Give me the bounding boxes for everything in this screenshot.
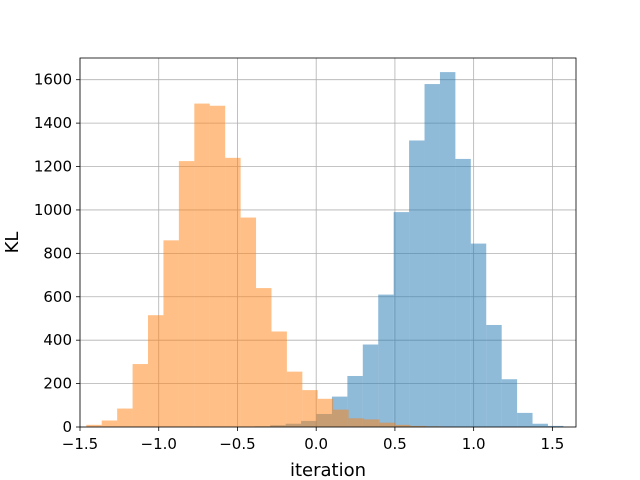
y-tick-label: 1600: [34, 71, 72, 89]
histogram-bar: [286, 371, 303, 427]
y-tick-label: 1400: [34, 114, 72, 132]
histogram-bar: [517, 412, 533, 427]
y-tick-label: 1200: [34, 158, 72, 176]
histogram-bar: [424, 84, 440, 427]
histogram-bar: [393, 212, 410, 427]
histogram-bar: [178, 161, 195, 427]
x-tick-label: −1.0: [141, 435, 177, 453]
histogram-bar: [348, 418, 365, 427]
histogram-bar: [101, 420, 118, 427]
histogram-bar: [409, 140, 425, 427]
y-tick-label: 1000: [34, 201, 72, 219]
x-axis-label: iteration: [290, 460, 366, 480]
histogram-bar: [470, 243, 487, 427]
histogram-bar: [148, 315, 164, 427]
histogram-bar: [501, 379, 518, 427]
histogram-bar: [163, 240, 179, 427]
y-tick-label: 600: [43, 288, 72, 306]
y-tick-label: 200: [43, 375, 72, 393]
x-tick-label: 1.0: [462, 435, 486, 453]
x-tick-label: −0.5: [219, 435, 255, 453]
histogram-bar: [362, 344, 379, 427]
histogram-bar: [209, 105, 226, 428]
x-tick-label: 1.5: [540, 435, 564, 453]
y-tick-label: 0: [62, 418, 72, 436]
y-axis-label: KL: [2, 232, 23, 254]
histogram-bar: [132, 364, 149, 427]
histogram-bar: [378, 294, 394, 427]
histogram-bar: [364, 419, 380, 427]
histogram-series-1: [254, 72, 564, 427]
histogram-bar: [410, 425, 426, 427]
histogram-bar: [394, 424, 411, 427]
x-tick-label: 0.5: [383, 435, 407, 453]
histogram-bar: [439, 72, 456, 427]
histogram-bar: [240, 217, 257, 427]
histogram-bar: [532, 423, 548, 427]
histogram-bar: [256, 288, 272, 427]
histogram-bar: [317, 398, 334, 427]
y-tick-label: 400: [43, 331, 72, 349]
histogram-bar: [347, 375, 363, 427]
histogram-bar: [486, 324, 502, 427]
histogram-bar: [117, 408, 133, 427]
histogram-bar: [455, 158, 471, 427]
histogram-bar: [302, 390, 318, 427]
histogram-bar: [271, 331, 287, 427]
histogram-bar: [86, 424, 102, 427]
y-tick-label: 800: [43, 244, 72, 262]
histogram-series-2: [86, 103, 457, 428]
x-tick-label: −1.5: [62, 435, 98, 453]
axis-ticks: −1.5 −1.0 −0.5 0.0 0.5 1.0 1.5 0 200 400 600 800 100…: [34, 71, 564, 453]
histogram-bar: [333, 409, 349, 427]
histogram-bar: [225, 157, 241, 428]
histogram-bar: [194, 103, 210, 428]
histogram-bar: [547, 425, 564, 427]
plot-frame: [79, 57, 577, 428]
histogram-bars: [86, 72, 564, 428]
histogram-bar: [379, 422, 395, 427]
x-tick-label: 0.0: [304, 435, 328, 453]
